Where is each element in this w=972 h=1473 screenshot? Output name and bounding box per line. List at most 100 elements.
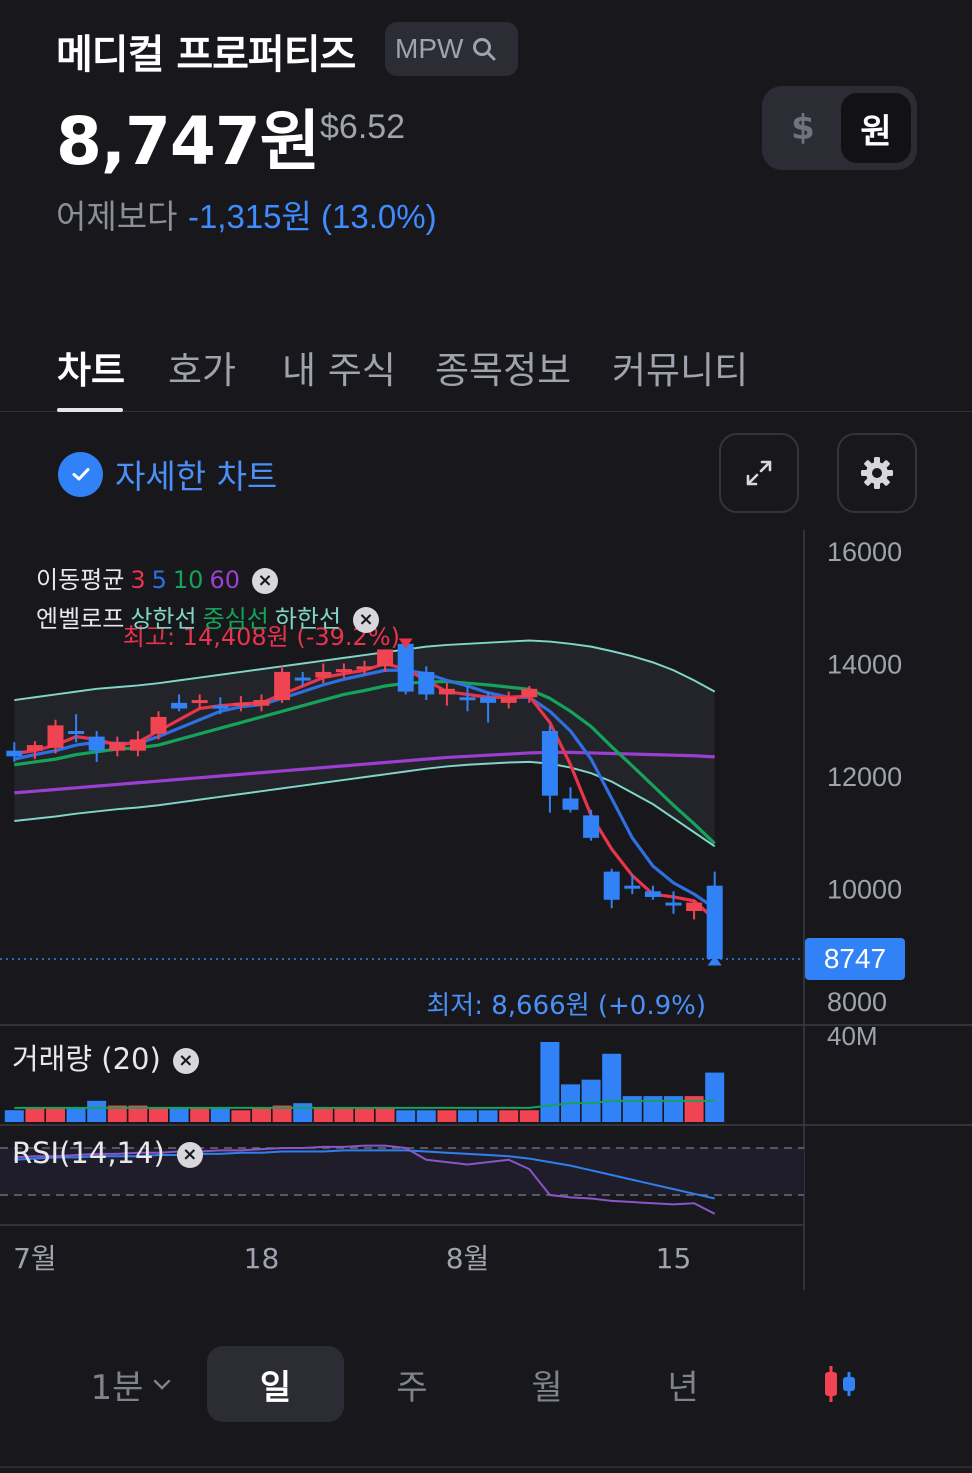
env-center-legend: 중심선 (202, 605, 269, 633)
candle-body (335, 669, 352, 673)
close-icon[interactable]: × (353, 607, 380, 633)
volume-bar (169, 1107, 189, 1122)
envelope-lower-line (14, 760, 716, 848)
y-tick-label: 10000 (827, 875, 902, 905)
volume-bar (519, 1110, 539, 1122)
candle-body (583, 815, 600, 838)
candle-body (6, 750, 23, 757)
tab-community[interactable]: 커뮤니티 (612, 349, 749, 392)
price-change: 어제보다 -1,315원 (13.0%) (56, 190, 437, 238)
ma3-legend: 3 (130, 566, 146, 594)
volume-bar (149, 1107, 168, 1122)
rsi-legend: RSI(14,14) × (12, 1136, 209, 1170)
ticker-search-chip[interactable]: MPW (385, 22, 518, 76)
candle-body (397, 643, 414, 692)
chevron-down-icon (154, 1379, 171, 1390)
candle-body (706, 885, 723, 959)
candle-body (253, 700, 270, 706)
volume-bar (684, 1096, 704, 1122)
candle-body (191, 700, 208, 704)
ma-legend-label: 이동평균 (36, 566, 125, 594)
price-usd: $6.52 (320, 108, 406, 146)
candle-body (315, 671, 332, 678)
volume-bar (355, 1107, 374, 1122)
tab-my-stock[interactable]: 내 주식 (282, 349, 396, 392)
currency-usd-option[interactable]: $ (791, 108, 815, 148)
candle-body (26, 745, 43, 751)
candle-body (541, 731, 558, 796)
volume-bar (87, 1100, 107, 1122)
candle-body (418, 671, 435, 695)
candle-body (356, 666, 373, 670)
current-price: 8,747원 (56, 103, 320, 180)
current-price-tag: 8747 (805, 938, 905, 980)
timeframe-year[interactable]: 년 (667, 1367, 699, 1408)
candle-body (500, 697, 517, 703)
volume-bar (540, 1042, 560, 1122)
envelope-band (14, 640, 715, 847)
volume-bar (416, 1110, 436, 1122)
candle-body (562, 798, 579, 810)
volume-bar (107, 1105, 127, 1122)
volume-bar (231, 1110, 251, 1122)
close-icon[interactable]: × (251, 568, 278, 594)
tab-chart[interactable]: 차트 (57, 349, 126, 392)
candle-body (438, 688, 455, 695)
candlestick-icon (825, 1366, 855, 1402)
y-tick-label: 12000 (827, 762, 902, 792)
x-tick-label: 15 (656, 1242, 692, 1275)
candle-body (171, 702, 188, 709)
close-icon[interactable]: × (172, 1048, 199, 1074)
currency-toggle[interactable]: $ 원 (762, 86, 917, 170)
volume-axis-label: 40M (827, 1021, 878, 1051)
volume-bar (643, 1096, 663, 1122)
ma10-legend: 10 (172, 566, 204, 594)
volume-ma-line (14, 1099, 715, 1109)
moving-average-legend: 이동평균 3 5 10 60 × (36, 560, 284, 595)
active-tab-indicator (57, 408, 123, 412)
volume-bar (622, 1096, 642, 1122)
candle-body (129, 739, 146, 751)
ma60-legend: 60 (209, 566, 240, 594)
tab-orderbook[interactable]: 호가 (168, 349, 237, 392)
candle-body (644, 891, 661, 897)
fullscreen-button[interactable] (719, 433, 799, 513)
ticker-label: MPW (395, 33, 464, 64)
candle-body (686, 902, 703, 911)
volume-bar (210, 1107, 230, 1122)
candle-body (521, 688, 538, 698)
tab-stock-info[interactable]: 종목정보 (435, 349, 572, 392)
volume-bar (602, 1053, 622, 1122)
timeframe-week[interactable]: 주 (396, 1367, 428, 1408)
x-tick-label: 18 (244, 1242, 280, 1275)
gear-icon (861, 457, 893, 489)
detail-chart-toggle[interactable]: 자세한 차트 (58, 450, 277, 498)
envelope-legend: 엔벨로프 상한선 중심선 하한선 × (36, 599, 385, 634)
candle-body (624, 885, 641, 889)
volume-bar (46, 1107, 65, 1122)
low-marker (707, 955, 722, 966)
close-icon[interactable]: × (176, 1142, 203, 1168)
price-chart[interactable]: 16000 14000 12000 10000 8000 40M 7월 18 8월 15 최고: … (0, 530, 972, 1300)
rsi-signal-line (14, 1144, 716, 1215)
currency-krw-option[interactable]: 원 (841, 93, 911, 163)
volume-legend: 거래량 (20) × (12, 1036, 205, 1078)
timeframe-day[interactable]: 일 (207, 1346, 344, 1422)
rsi-line (14, 1149, 715, 1200)
timeframe-minute[interactable]: 1분 (82, 1346, 182, 1422)
chart-settings-button[interactable] (837, 433, 917, 513)
x-tick-label: 8월 (446, 1242, 490, 1275)
change-label: 어제보다 (56, 197, 178, 236)
y-tick-label: 14000 (827, 650, 902, 680)
stock-name: 메디컬 프로퍼티즈 (56, 32, 356, 78)
high-annotation: 최고: 14,408원 (-39.2%) (123, 623, 400, 651)
check-icon (58, 451, 103, 497)
chart-type-button[interactable] (800, 1346, 880, 1422)
volume-bar (478, 1110, 498, 1122)
volume-bar (705, 1072, 725, 1122)
timeframe-month[interactable]: 월 (531, 1367, 563, 1408)
candle-body (109, 742, 126, 751)
volume-bar (190, 1107, 210, 1122)
expand-icon (746, 460, 772, 486)
volume-bar (313, 1107, 333, 1122)
